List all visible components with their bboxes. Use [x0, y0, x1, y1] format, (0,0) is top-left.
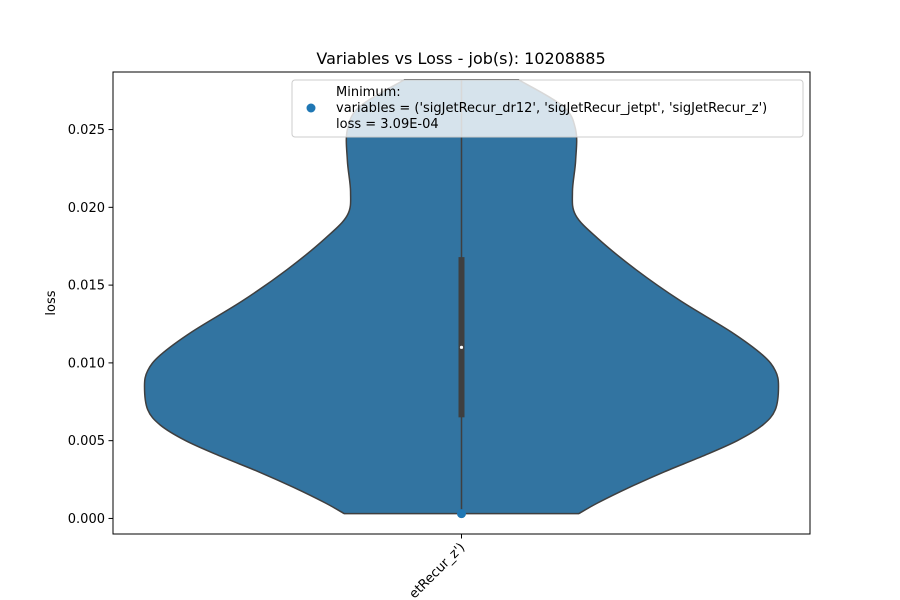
- violin-iqr-box: [458, 257, 465, 418]
- legend: Minimum: variables = ('sigJetRecur_dr12'…: [291, 79, 804, 138]
- legend-marker: [306, 103, 316, 113]
- y-axis-label: loss: [44, 290, 59, 315]
- violin-median-point: [459, 345, 464, 349]
- y-tick-label: 0.010: [68, 356, 105, 371]
- y-tick-label: 0.005: [68, 434, 105, 449]
- legend-box: [291, 79, 804, 138]
- minimum-point-marker: [457, 509, 466, 519]
- chart-title: Variables vs Loss - job(s): 10208885: [316, 49, 605, 68]
- y-tick-label: 0.020: [68, 201, 105, 216]
- y-tick-label: 0.000: [68, 512, 105, 527]
- y-tick-label: 0.025: [68, 123, 105, 138]
- legend-line-minimum: Minimum:: [336, 85, 401, 100]
- legend-line-variables: variables = ('sigJetRecur_dr12', 'sigJet…: [336, 101, 767, 116]
- legend-line-loss: loss = 3.09E-04: [336, 117, 439, 132]
- y-tick-label: 0.015: [68, 279, 105, 294]
- y-axis: 0.000 0.005 0.010 0.015 0.020 0.025: [68, 123, 113, 527]
